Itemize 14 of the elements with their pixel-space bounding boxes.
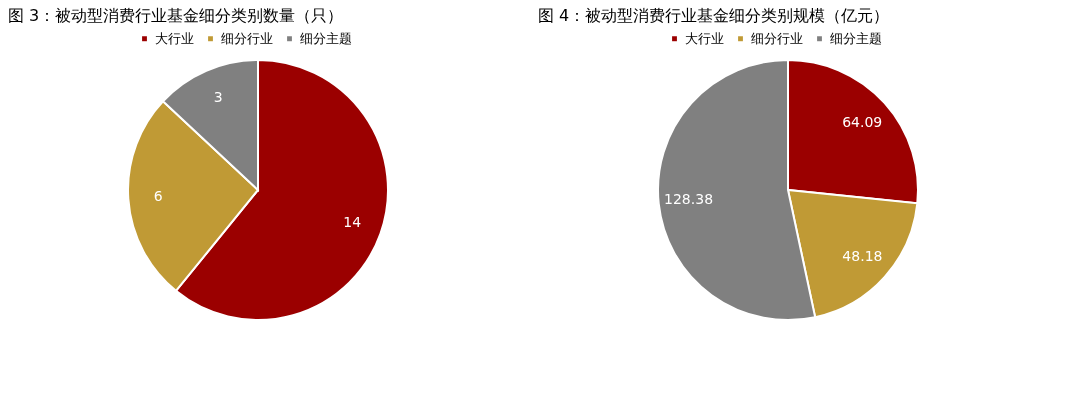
legend-label: 细分行业	[221, 30, 273, 46]
legend-label: 细分主题	[300, 30, 352, 46]
legend-label: 细分行业	[751, 30, 803, 46]
legend-label: 大行业	[155, 30, 194, 46]
data-label: 48.18	[842, 247, 883, 264]
data-label: 14	[343, 214, 362, 231]
data-label: 3	[213, 89, 223, 106]
data-label: 6	[153, 187, 163, 204]
chart-title: 图 4：被动型消费行业基金细分类别规模（亿元）	[538, 6, 890, 25]
data-label: 64.09	[842, 114, 883, 131]
chart-title: 图 3：被动型消费行业基金细分类别数量（只）	[8, 6, 344, 25]
legend-label: 大行业	[685, 30, 724, 46]
legend-label: 细分主题	[830, 30, 882, 46]
data-label: 128.38	[664, 191, 714, 208]
